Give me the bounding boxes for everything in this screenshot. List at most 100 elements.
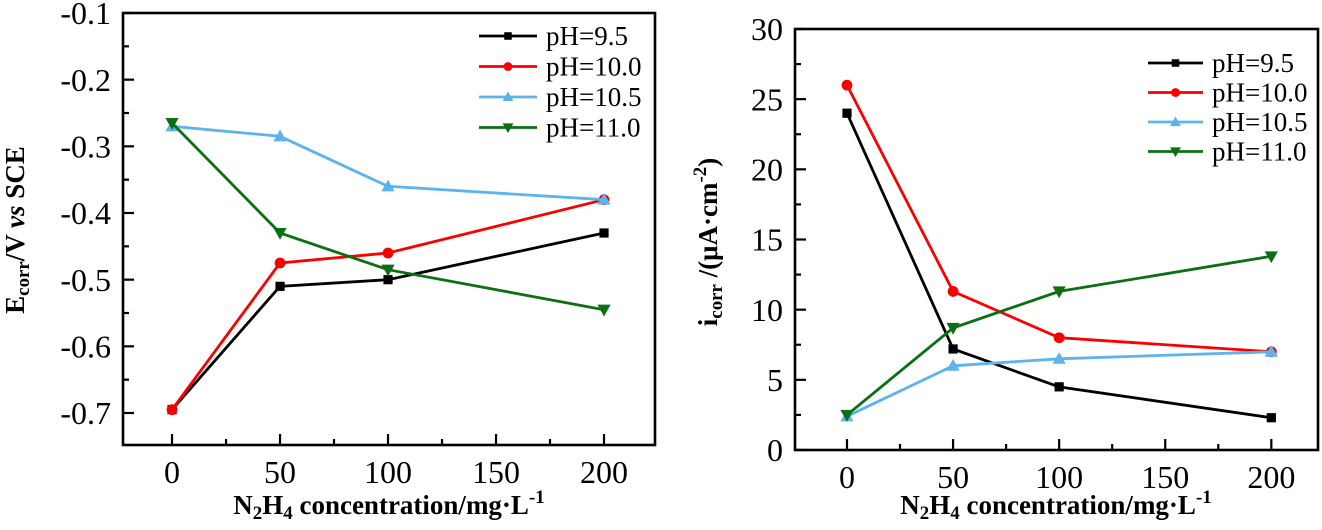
legend-marker [1170, 116, 1181, 127]
series-line [171, 122, 605, 312]
axis-ticks [795, 27, 1273, 452]
x-tick-label: 200 [580, 454, 628, 490]
data-point-marker [840, 409, 854, 422]
x-axis-title: N2H4 concentration/mg·L-1 [233, 487, 544, 524]
data-point-marker [946, 322, 960, 335]
data-point-marker [597, 192, 611, 205]
data-point-marker [275, 281, 285, 291]
x-tick-label: 100 [1035, 459, 1083, 495]
tick-labels: 0 50 100 150 200 -0.1 -0.2 -0.3 -0.4 -0.5 -0.6 -0.7 [60, 0, 628, 490]
data-point-marker [1052, 351, 1066, 364]
x-axis-title: N2H4 concentration/mg·L-1 [900, 487, 1211, 524]
legend-marker [503, 62, 513, 71]
series-line [845, 112, 1272, 420]
y-tick-label: 15 [751, 222, 783, 258]
legend-item: pH=10.5 [479, 82, 641, 112]
legend: pH=9.5pH=10.0pH=10.5pH=11.0 [1148, 48, 1307, 167]
data-point-marker [383, 275, 393, 285]
y-tick-label: -0.2 [60, 62, 111, 98]
legend-label: pH=9.5 [1212, 48, 1294, 78]
x-tick-label: 50 [937, 459, 969, 495]
data-point-marker [1266, 413, 1276, 423]
x-tick-label: 0 [164, 454, 180, 490]
legend-label: pH=10.0 [546, 52, 641, 82]
y-tick-label: -0.7 [60, 395, 111, 431]
y-tick-label: -0.6 [60, 329, 111, 365]
data-point-marker [165, 118, 179, 130]
y-tick-label: 0 [767, 432, 783, 468]
legend-label: pH=10.5 [1212, 107, 1307, 137]
series-line [846, 254, 1272, 416]
data-point-marker [842, 108, 852, 118]
data-point-marker [1264, 344, 1278, 357]
y-tick-label: 20 [751, 152, 783, 188]
legend-item: pH=10.5 [1148, 107, 1307, 137]
legend-item: pH=9.5 [1148, 48, 1294, 78]
series-line [170, 198, 605, 411]
data-point-marker [597, 304, 611, 317]
data-point-marker [166, 404, 178, 416]
legend: pH=9.5pH=10.0pH=10.5pH=11.0 [479, 21, 641, 143]
series-line [845, 84, 1272, 354]
x-tick-label: 150 [472, 454, 520, 490]
x-tick-label: 100 [364, 454, 412, 490]
legend-marker [1170, 147, 1181, 158]
data-point-marker [1052, 286, 1066, 299]
data-point-marker [1054, 382, 1064, 392]
legend-label: pH=10.5 [546, 82, 641, 112]
series-pH=10.0 [166, 194, 610, 416]
y-tick-label: 10 [751, 292, 783, 328]
series-line [171, 124, 605, 202]
legend-item: pH=10.0 [479, 52, 641, 82]
data-point-marker [273, 228, 287, 240]
x-tick-label: 200 [1247, 459, 1295, 495]
legend-marker [502, 91, 514, 102]
axis-ticks [123, 11, 606, 445]
data-point-marker [599, 228, 609, 238]
y-tick-label: -0.4 [60, 195, 111, 231]
data-point-marker [947, 286, 959, 297]
series-line [846, 350, 1272, 418]
legend-marker [504, 32, 512, 40]
data-point-marker [948, 344, 958, 354]
x-tick-label: 0 [839, 459, 855, 495]
data-point-marker [1264, 251, 1278, 264]
legend-item: pH=9.5 [479, 21, 628, 51]
legend-label: pH=9.5 [546, 21, 628, 51]
data-point-marker [381, 179, 395, 192]
legend-marker [1171, 59, 1180, 67]
legend-label: pH=11.0 [1212, 137, 1306, 167]
legend-label: pH=11.0 [546, 113, 640, 143]
legend-marker [1171, 88, 1180, 97]
legend-marker [502, 123, 514, 134]
y-tick-label: 5 [767, 362, 783, 398]
data-point-marker [381, 264, 395, 277]
x-tick-label: 150 [1141, 459, 1189, 495]
y-tick-label: 30 [751, 11, 783, 47]
y-tick-label: 25 [751, 81, 783, 117]
y-axis-title: icorr /(μA·cm-2) [690, 158, 727, 326]
data-point-marker [841, 79, 853, 91]
legend-item: pH=11.0 [1148, 137, 1306, 167]
data-point-marker [382, 247, 394, 259]
y-tick-label: -0.5 [60, 262, 111, 298]
series-pH=11.0 [165, 118, 611, 317]
data-point-marker [274, 257, 286, 269]
y-tick-label: -0.1 [60, 0, 111, 31]
series-pH=9.5 [842, 108, 1276, 423]
ecorr-chart: 0 50 100 150 200 -0.1 -0.2 -0.3 -0.4 -0.5 -0.6 -0.7… [0, 0, 657, 524]
data-point-marker [1053, 332, 1065, 344]
tick-labels: 0 50 100 150 200 0 5 10 15 20 25 30 [751, 11, 1295, 495]
y-axis-title: Ecorr/V vs SCE [0, 146, 34, 314]
data-point-marker [946, 359, 960, 371]
x-tick-label: 50 [264, 454, 296, 490]
icorr-chart: 0 50 100 150 200051015202530pH=9.5pH=10.0pH=… [690, 11, 1320, 524]
series-pH=10.5 [165, 119, 611, 205]
legend-label: pH=10.0 [1212, 78, 1307, 108]
series-line [170, 231, 605, 411]
legend-item: pH=10.0 [1148, 78, 1307, 108]
series-pH=11.0 [840, 251, 1278, 422]
legend-item: pH=11.0 [479, 113, 640, 143]
y-tick-label: -0.3 [60, 129, 111, 165]
